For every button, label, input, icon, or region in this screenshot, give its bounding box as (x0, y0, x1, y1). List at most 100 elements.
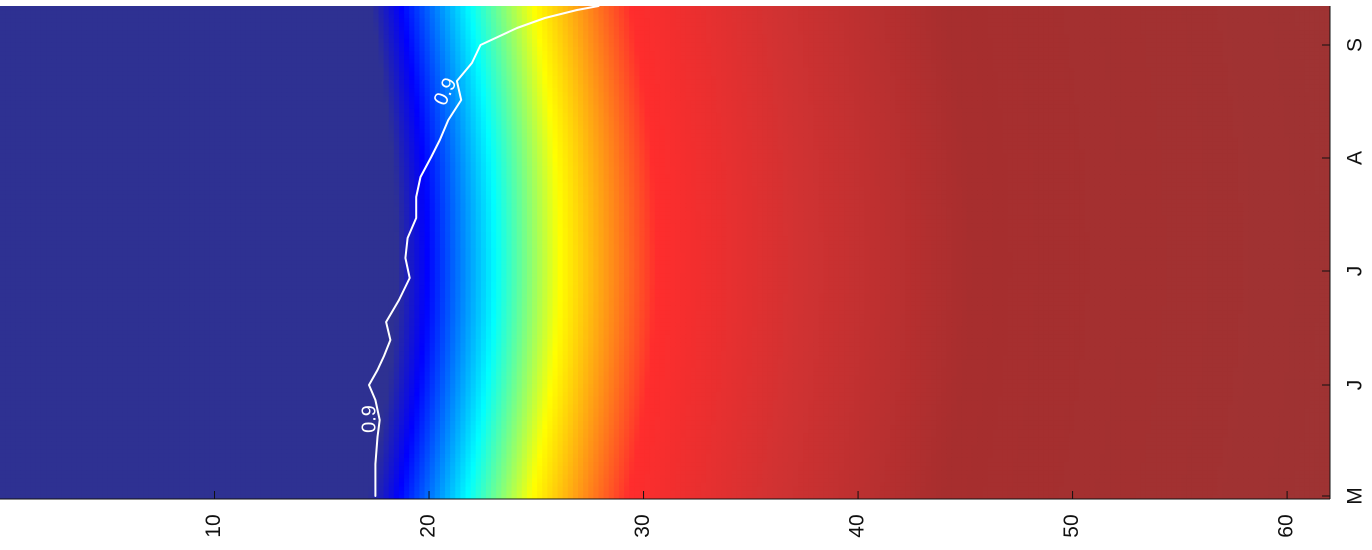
heatmap-cell (732, 31, 738, 36)
heatmap-cell (1274, 47, 1280, 52)
heatmap-cell (159, 47, 165, 52)
heatmap-cell (1131, 43, 1137, 48)
heatmap-cell (169, 14, 175, 19)
heatmap-cell (481, 31, 487, 36)
heatmap-cell (466, 80, 472, 85)
heatmap-cell (1258, 55, 1264, 60)
heatmap-cell (61, 51, 67, 56)
heatmap-cell (471, 31, 477, 36)
heatmap-cell (1243, 80, 1249, 85)
heatmap-cell (363, 51, 369, 56)
heatmap-cell (159, 6, 165, 11)
heatmap-cell (1315, 14, 1321, 19)
heatmap-cell (118, 43, 124, 48)
heatmap-cell (353, 72, 359, 77)
heatmap-cell (1253, 10, 1259, 15)
heatmap-cell (829, 72, 835, 77)
heatmap-cell (373, 18, 379, 23)
heatmap-cell (317, 39, 323, 44)
heatmap-cell (1202, 10, 1208, 15)
heatmap-cell (788, 51, 794, 56)
heatmap-cell (133, 64, 139, 69)
heatmap-cell (726, 39, 732, 44)
heatmap-cell (1028, 59, 1034, 64)
heatmap-cell (1207, 18, 1213, 23)
heatmap-cell (148, 39, 154, 44)
heatmap-cell (1074, 55, 1080, 60)
heatmap-cell (685, 68, 691, 73)
heatmap-cell (5, 18, 11, 23)
heatmap-cell (1064, 80, 1070, 85)
heatmap-cell (552, 6, 558, 11)
heatmap-cell (1013, 18, 1019, 23)
heatmap-cell (706, 10, 712, 15)
heatmap-cell (675, 76, 681, 81)
heatmap-cell (706, 22, 712, 27)
heatmap-cell (281, 72, 287, 77)
heatmap-cell (169, 22, 175, 27)
heatmap-cell (1125, 43, 1131, 48)
heatmap-cell (358, 72, 364, 77)
heatmap-cell (1151, 18, 1157, 23)
heatmap-cell (384, 51, 390, 56)
heatmap-cell (1269, 18, 1275, 23)
heatmap-cell (563, 18, 569, 23)
heatmap-cell (1100, 43, 1106, 48)
heatmap-cell (675, 14, 681, 19)
heatmap-cell (941, 55, 947, 60)
heatmap-cell (849, 51, 855, 56)
heatmap-cell (665, 43, 671, 48)
heatmap-cell (1279, 80, 1285, 85)
heatmap-cell (399, 80, 405, 85)
heatmap-cell (358, 31, 364, 36)
heatmap-cell (1146, 80, 1152, 85)
heatmap-cell (691, 27, 697, 32)
heatmap-cell (911, 35, 917, 40)
heatmap-cell (982, 55, 988, 60)
heatmap-cell (711, 64, 717, 69)
heatmap-cell (343, 76, 349, 81)
heatmap-cell (865, 47, 871, 52)
heatmap-cell (97, 59, 103, 64)
heatmap-cell (522, 51, 528, 56)
heatmap-cell (486, 72, 492, 77)
heatmap-cell (435, 43, 441, 48)
heatmap-cell (839, 35, 845, 40)
heatmap-cell (1264, 76, 1270, 81)
heatmap-cell (1110, 39, 1116, 44)
heatmap-cell (194, 80, 200, 85)
heatmap-cell (56, 47, 62, 52)
heatmap-cell (230, 14, 236, 19)
heatmap-cell (1197, 43, 1203, 48)
heatmap-cell (394, 76, 400, 81)
heatmap-cell (15, 80, 21, 85)
heatmap-cell (82, 64, 88, 69)
heatmap-cell (660, 35, 666, 40)
heatmap-cell (1171, 6, 1177, 11)
heatmap-cell (757, 43, 763, 48)
heatmap-cell (1182, 43, 1188, 48)
heatmap-cell (941, 35, 947, 40)
heatmap-cell (604, 80, 610, 85)
heatmap-cell (593, 14, 599, 19)
heatmap-cell (481, 47, 487, 52)
heatmap-cell (951, 10, 957, 15)
heatmap-cell (1069, 72, 1075, 77)
heatmap-cell (41, 22, 47, 27)
heatmap-cell (880, 18, 886, 23)
heatmap-cell (1289, 72, 1295, 77)
heatmap-cell (87, 6, 93, 11)
heatmap-cell (951, 6, 957, 11)
heatmap-cell (563, 51, 569, 56)
heatmap-cell (517, 18, 523, 23)
heatmap-cell (174, 27, 180, 32)
heatmap-cell (721, 80, 727, 85)
heatmap-cell (972, 55, 978, 60)
heatmap-cell (414, 80, 420, 85)
heatmap-cell (1187, 59, 1193, 64)
heatmap-cell (353, 22, 359, 27)
heatmap-cell (102, 47, 108, 52)
heatmap-cell (916, 10, 922, 15)
heatmap-cell (1233, 72, 1239, 77)
heatmap-cell (184, 59, 190, 64)
